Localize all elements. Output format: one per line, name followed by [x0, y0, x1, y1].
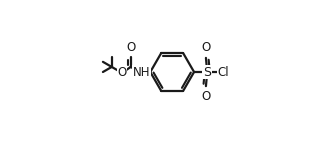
- Text: O: O: [117, 66, 126, 78]
- Text: NH: NH: [133, 66, 150, 78]
- Text: S: S: [203, 66, 211, 78]
- Text: O: O: [126, 41, 135, 54]
- Text: O: O: [201, 41, 211, 54]
- Text: O: O: [201, 90, 211, 103]
- Text: Cl: Cl: [217, 66, 229, 78]
